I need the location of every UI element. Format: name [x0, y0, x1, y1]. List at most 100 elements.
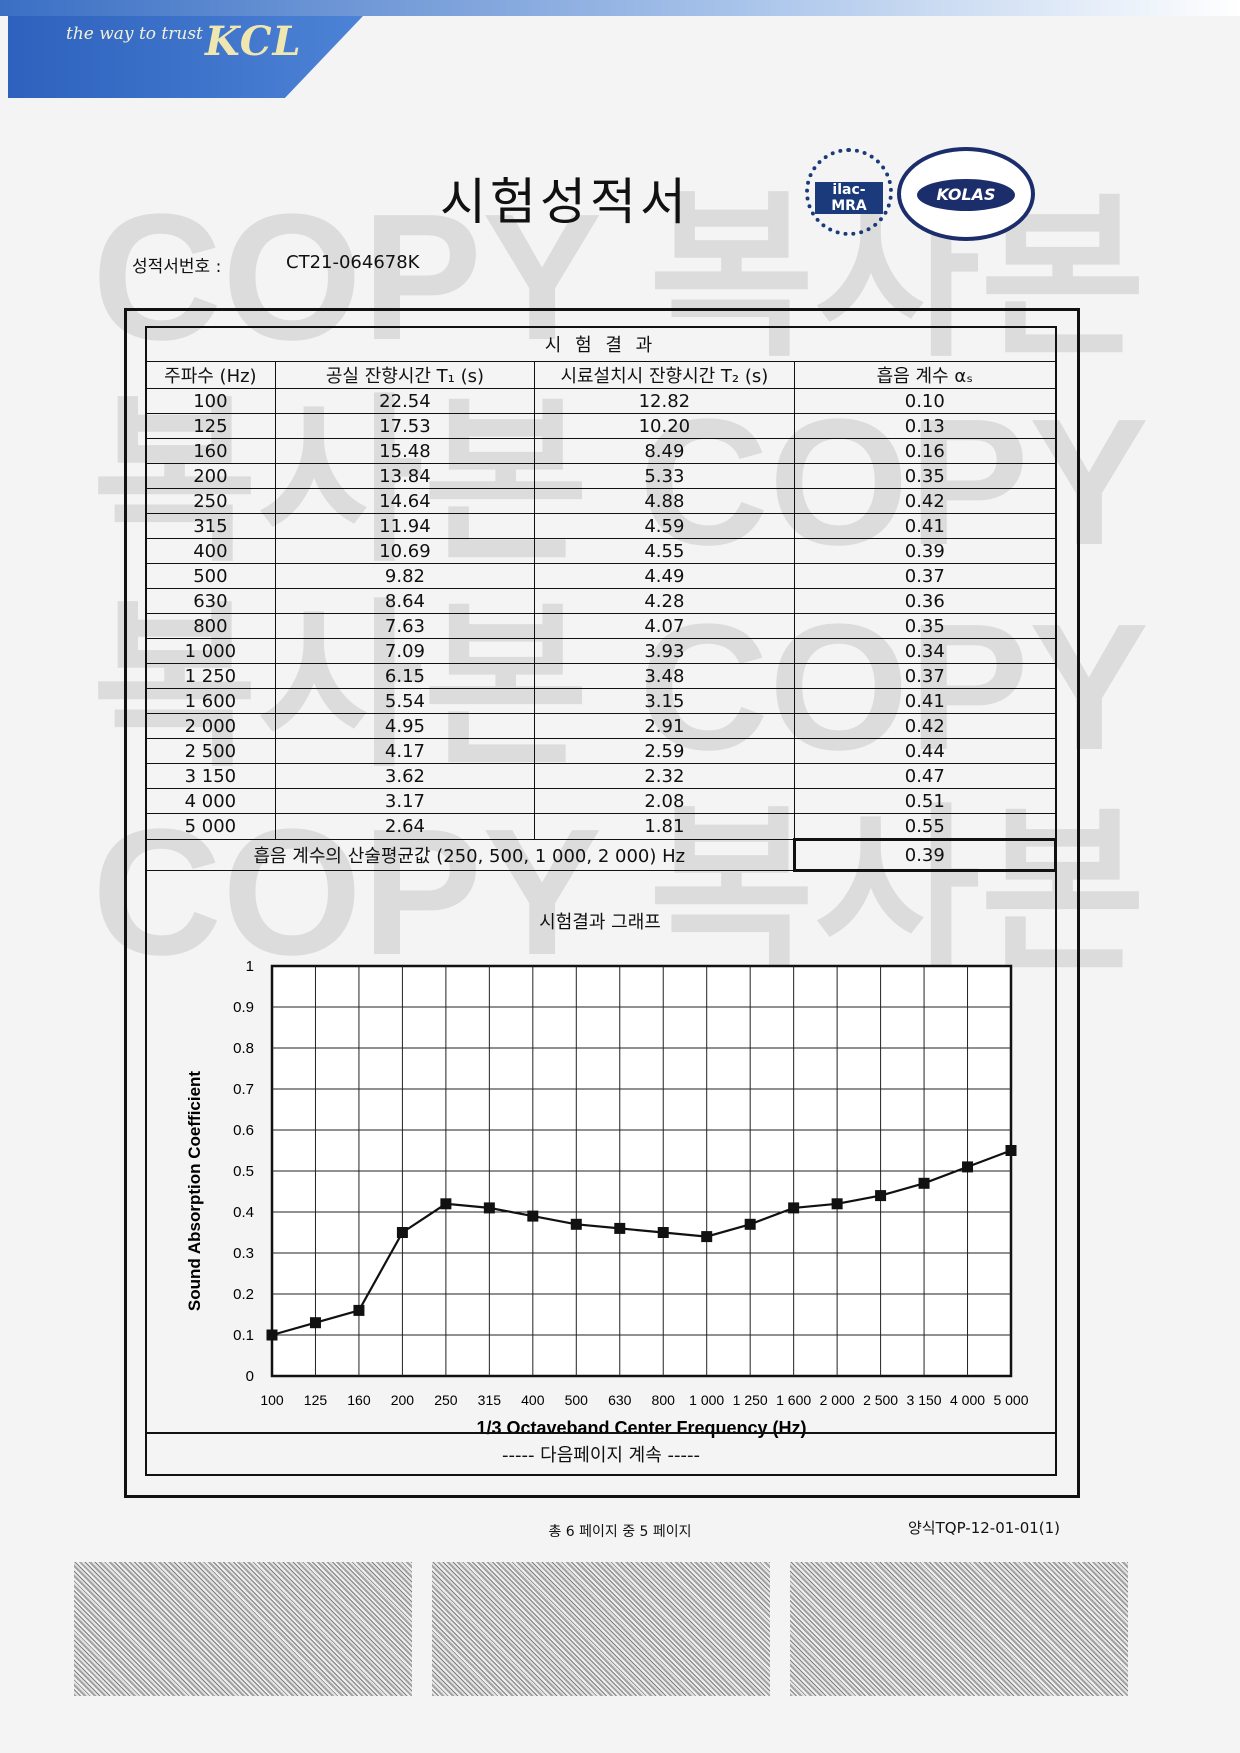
y-tick-label: 0.8 — [233, 1040, 254, 1057]
cell-t2: 3.15 — [534, 688, 795, 714]
x-tick-label: 315 — [478, 1392, 502, 1408]
y-tick-label: 0.1 — [233, 1327, 254, 1344]
y-axis-label: Sound Absorption Coefficient — [185, 1071, 204, 1312]
x-tick-label: 1 000 — [689, 1392, 724, 1408]
absorption-series-line — [271, 1149, 1012, 1337]
cell-alpha: 0.39 — [793, 538, 1057, 564]
continue-note: ----- 다음페이지 계속 ----- — [145, 1432, 1057, 1476]
table-row: 3 150 3.62 2.32 0.47 — [145, 763, 1057, 789]
cell-alpha: 0.13 — [793, 413, 1057, 439]
data-point — [701, 1231, 713, 1243]
cell-frequency: 800 — [145, 613, 276, 639]
cell-t2: 5.33 — [534, 463, 795, 489]
data-point — [788, 1202, 800, 1214]
y-tick-label: 0 — [246, 1368, 254, 1385]
cell-t1: 4.17 — [274, 738, 536, 764]
table-row: 200 13.84 5.33 0.35 — [145, 463, 1057, 489]
cell-frequency: 5 000 — [145, 813, 276, 840]
kcl-logo: KCL — [205, 18, 302, 65]
table-row: 125 17.53 10.20 0.13 — [145, 413, 1057, 439]
cell-t1: 13.84 — [274, 463, 536, 489]
cell-alpha: 0.42 — [793, 488, 1057, 514]
y-tick-label: 0.3 — [233, 1245, 254, 1262]
cell-t1: 9.82 — [274, 563, 536, 589]
cell-alpha: 0.10 — [793, 388, 1057, 414]
x-tick-label: 630 — [608, 1392, 632, 1408]
cell-frequency: 200 — [145, 463, 276, 489]
cell-t2: 2.91 — [534, 713, 795, 739]
cell-t1: 3.17 — [274, 788, 536, 814]
data-point — [483, 1202, 495, 1214]
x-tick-label: 1 600 — [776, 1392, 811, 1408]
cell-t2: 4.07 — [534, 613, 795, 639]
data-point — [570, 1218, 582, 1230]
data-point — [396, 1227, 408, 1238]
table-row: 5 000 2.64 1.81 0.55 — [145, 813, 1057, 840]
security-pattern — [790, 1562, 1128, 1696]
cell-alpha: 0.55 — [793, 813, 1057, 840]
header-alpha: 흡음 계수 αₛ — [793, 361, 1057, 389]
data-point — [353, 1304, 365, 1316]
header-t2: 시료설치시 잔향시간 T₂ (s) — [534, 361, 795, 389]
cell-t2: 4.49 — [534, 563, 795, 589]
kolas-seal: KOLAS — [897, 147, 1035, 241]
cell-frequency: 3 150 — [145, 763, 276, 789]
table-row: 630 8.64 4.28 0.36 — [145, 588, 1057, 614]
page-info: 총 6 페이지 중 5 페이지 — [548, 1524, 692, 1540]
outer-frame — [124, 308, 1080, 1498]
data-point — [918, 1177, 930, 1189]
cell-alpha: 0.37 — [793, 563, 1057, 589]
data-point — [1005, 1145, 1017, 1156]
logo-tagline: the way to trust — [66, 24, 203, 44]
ilac-mra-text: ilac-MRA — [815, 182, 883, 214]
security-pattern — [74, 1562, 412, 1696]
cell-t1: 11.94 — [274, 513, 536, 539]
y-tick-label: 0.7 — [233, 1081, 254, 1098]
cell-alpha: 0.44 — [793, 738, 1057, 764]
results-table: 시 험 결 과 주파수 (Hz) 공실 잔향시간 T₁ (s) 시료설치시 잔향… — [145, 326, 1058, 872]
cell-alpha: 0.51 — [793, 788, 1057, 814]
y-tick-label: 0.4 — [233, 1204, 254, 1221]
page-title: 시험성적서 — [440, 173, 690, 231]
data-point — [831, 1198, 843, 1210]
x-tick-label: 4 000 — [950, 1392, 985, 1408]
cell-alpha: 0.35 — [793, 463, 1057, 489]
report-number-label: 성적서번호 : — [132, 257, 222, 277]
table-row: 1 600 5.54 3.15 0.41 — [145, 688, 1057, 714]
x-tick-label: 5 000 — [993, 1392, 1028, 1408]
x-tick-label: 2 000 — [820, 1392, 855, 1408]
data-point — [962, 1161, 974, 1173]
data-point — [527, 1210, 539, 1222]
y-tick-label: 0.9 — [233, 999, 254, 1016]
kolas-text: KOLAS — [917, 179, 1015, 211]
data-point — [440, 1198, 452, 1210]
x-tick-label: 160 — [347, 1392, 371, 1408]
cell-t2: 4.28 — [534, 588, 795, 614]
table-row: 2 000 4.95 2.91 0.42 — [145, 713, 1057, 739]
y-tick-label: 0.5 — [233, 1163, 254, 1180]
x-tick-label: 200 — [391, 1392, 415, 1408]
data-point — [266, 1329, 278, 1341]
cell-frequency: 2 000 — [145, 713, 276, 739]
report-number: CT21-064678K — [286, 252, 420, 273]
table-row: 250 14.64 4.88 0.42 — [145, 488, 1057, 514]
cell-t1: 10.69 — [274, 538, 536, 564]
x-tick-label: 125 — [304, 1392, 328, 1408]
cell-t1: 6.15 — [274, 663, 536, 689]
table-row: 400 10.69 4.55 0.39 — [145, 538, 1057, 564]
cell-t2: 2.59 — [534, 738, 795, 764]
x-tick-label: 800 — [652, 1392, 676, 1408]
table-row: 800 7.63 4.07 0.35 — [145, 613, 1057, 639]
cell-t1: 4.95 — [274, 713, 536, 739]
table-row: 315 11.94 4.59 0.41 — [145, 513, 1057, 539]
x-tick-label: 400 — [521, 1392, 545, 1408]
cell-t1: 8.64 — [274, 588, 536, 614]
security-pattern — [432, 1562, 770, 1696]
data-point — [744, 1218, 756, 1230]
cell-frequency: 250 — [145, 488, 276, 514]
y-tick-label: 0.2 — [233, 1286, 254, 1303]
cell-t1: 2.64 — [274, 813, 536, 840]
cell-t2: 2.32 — [534, 763, 795, 789]
table-row: 1 000 7.09 3.93 0.34 — [145, 638, 1057, 664]
